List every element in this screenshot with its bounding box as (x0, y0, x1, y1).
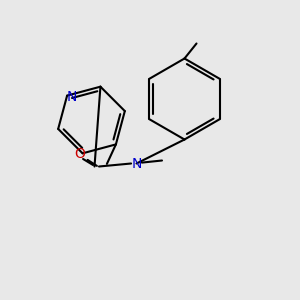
Text: N: N (66, 90, 77, 104)
Text: O: O (75, 148, 86, 161)
Text: N: N (131, 157, 142, 170)
